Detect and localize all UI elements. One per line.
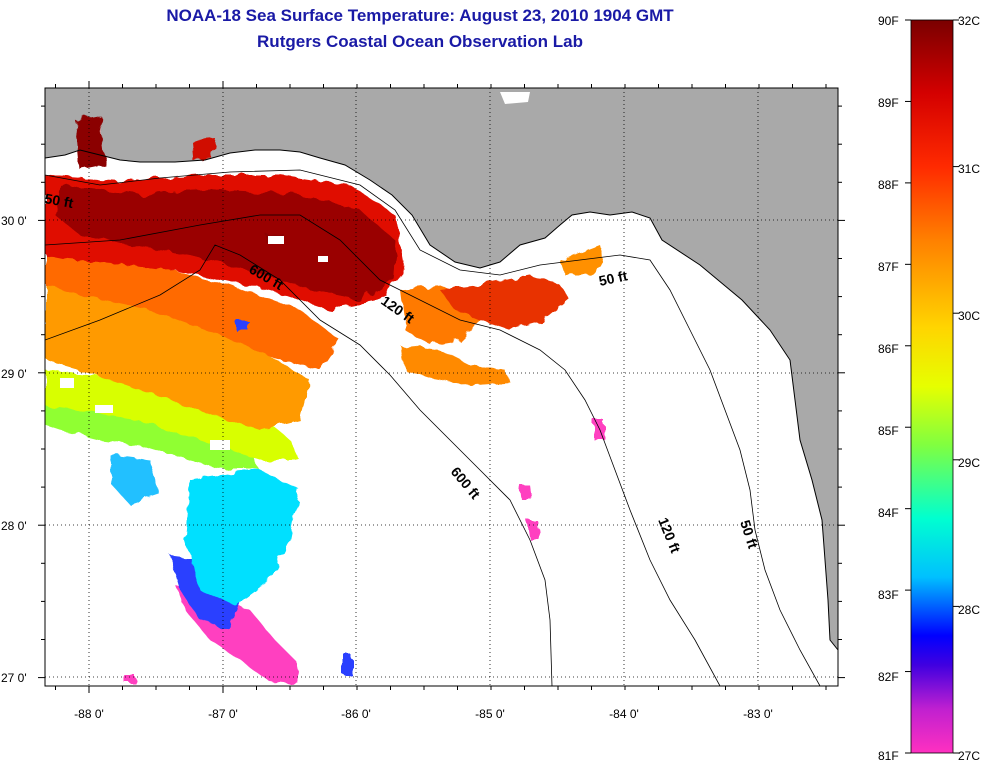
lon-label: -86 0' bbox=[341, 707, 371, 721]
lat-label: 27 0' bbox=[1, 671, 27, 685]
colorbar-f-labels: 90F 89F 88F 87F 86F 85F 84F 83F 82F 81F bbox=[878, 14, 899, 763]
colorbar-c-labels: 32C 31C 30C 29C 28C 27C bbox=[958, 14, 980, 763]
contour-120ft bbox=[45, 214, 721, 686]
lat-label: 28 0' bbox=[1, 519, 27, 533]
colorbar-c-label: 30C bbox=[958, 309, 980, 323]
lon-label: -87 0' bbox=[208, 707, 238, 721]
lon-label: -88 0' bbox=[74, 707, 104, 721]
colorbar-f-label: 85F bbox=[878, 424, 899, 438]
colorbar-f-label: 86F bbox=[878, 342, 899, 356]
land-mass bbox=[45, 88, 838, 650]
colorbar-f-label: 83F bbox=[878, 588, 899, 602]
lon-label: -84 0' bbox=[609, 707, 639, 721]
colorbar-c-label: 31C bbox=[958, 162, 980, 176]
map-frame bbox=[44, 87, 839, 687]
colorbar-f-label: 90F bbox=[878, 14, 899, 28]
colorbar bbox=[910, 19, 954, 754]
colorbar-f-label: 82F bbox=[878, 670, 899, 684]
colorbar-f-label: 87F bbox=[878, 260, 899, 274]
map-title: NOAA-18 Sea Surface Temperature: August … bbox=[166, 6, 674, 25]
colorbar-c-label: 28C bbox=[958, 603, 980, 617]
lat-label: 29 0' bbox=[1, 367, 27, 381]
contour-label-50ft-west: 50 ft bbox=[43, 190, 74, 211]
lon-labels: -88 0' -87 0' -86 0' -85 0' -84 0' -83 0… bbox=[74, 707, 773, 721]
graticule bbox=[45, 88, 838, 686]
map-subtitle: Rutgers Coastal Ocean Observation Lab bbox=[257, 32, 583, 51]
colorbar-f-label: 88F bbox=[878, 178, 899, 192]
sst-data-layer bbox=[45, 115, 605, 685]
colorbar-ticks bbox=[905, 19, 959, 754]
colorbar-c-label: 27C bbox=[958, 749, 980, 763]
cloud-mask bbox=[60, 236, 328, 450]
lon-label: -83 0' bbox=[743, 707, 773, 721]
colorbar-f-label: 81F bbox=[878, 749, 899, 763]
contour-label-50ft-east: 50 ft bbox=[597, 267, 629, 289]
contour-50ft bbox=[45, 169, 821, 686]
coastline bbox=[45, 149, 838, 651]
colorbar-c-label: 29C bbox=[958, 456, 980, 470]
lat-label: 30 0' bbox=[1, 214, 27, 228]
colorbar-f-label: 89F bbox=[878, 96, 899, 110]
colorbar-c-label: 32C bbox=[958, 14, 980, 28]
lat-labels: 30 0' 29 0' 28 0' 27 0' bbox=[1, 214, 27, 685]
axis-ticks bbox=[38, 81, 845, 693]
lon-label: -85 0' bbox=[475, 707, 505, 721]
contour-600ft bbox=[45, 244, 553, 686]
colorbar-f-label: 84F bbox=[878, 506, 899, 520]
